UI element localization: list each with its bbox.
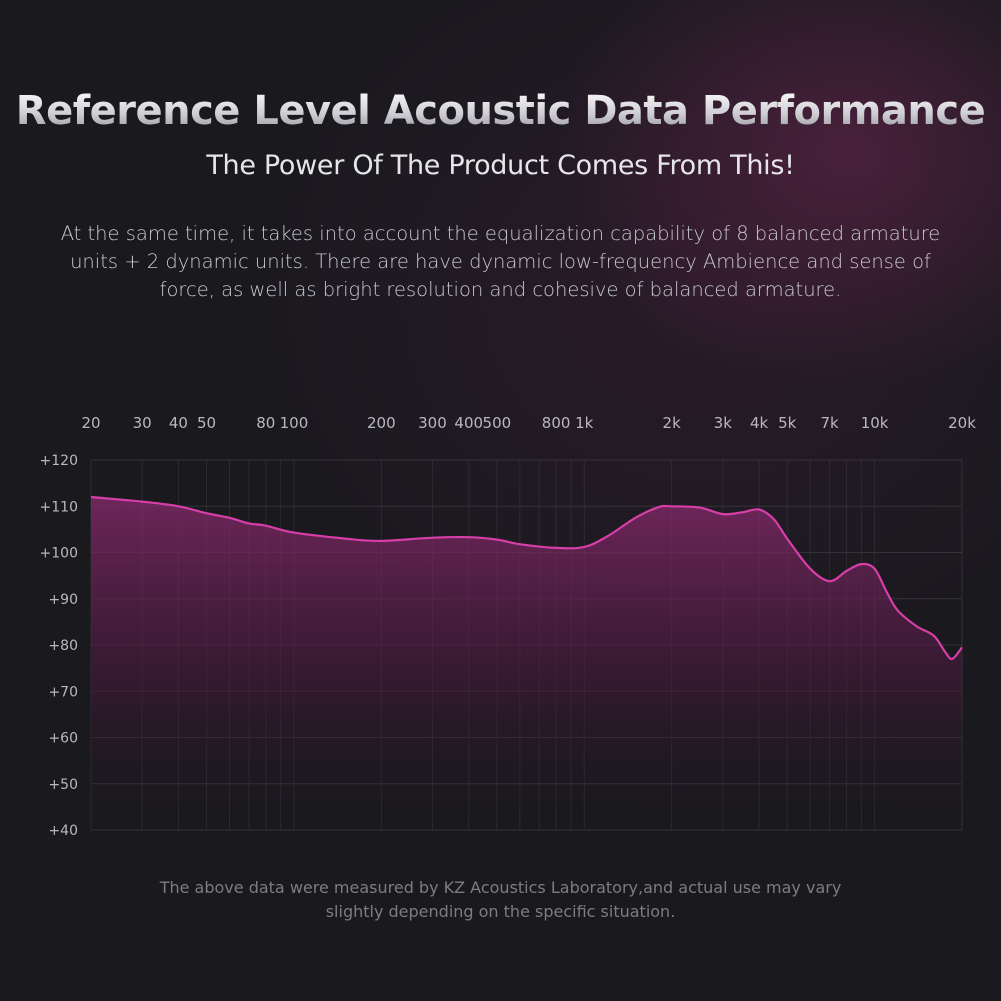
page-subtitle: The Power Of The Product Comes From This… — [206, 150, 795, 181]
y-tick-label: +60 — [48, 731, 78, 747]
x-tick-label: 80 — [256, 414, 275, 432]
description-text: At the same time, it takes into account … — [60, 222, 941, 301]
x-tick-label: 2k — [663, 414, 682, 432]
x-tick-label: 40 — [169, 414, 188, 432]
x-tick-label: 800 — [542, 414, 571, 432]
y-tick-label: +100 — [40, 546, 78, 562]
response-area-fill — [91, 497, 962, 830]
x-tick-label: 500 — [483, 414, 512, 432]
y-tick-label: +90 — [48, 592, 78, 608]
x-tick-label: 200 — [367, 414, 396, 432]
x-tick-label: 50 — [197, 414, 216, 432]
x-tick-label: 20k — [948, 414, 976, 432]
x-tick-label: 400 — [454, 414, 483, 432]
response-curve-line — [90, 495, 963, 661]
x-tick-label: 300 — [418, 414, 447, 432]
x-tick-label: 1k — [575, 414, 594, 432]
x-tick-label: 7k — [821, 414, 840, 432]
x-tick-label: 30 — [133, 414, 152, 432]
x-tick-label: 100 — [280, 414, 309, 432]
y-tick-label: +120 — [40, 453, 78, 469]
y-tick-label: +70 — [48, 684, 78, 700]
measurement-footnote: The above data were measured by KZ Acous… — [159, 878, 842, 921]
x-tick-label: 3k — [714, 414, 733, 432]
axis-tick-labels: +120 +110 +100 +90 +80 +70 +60 +50 +40 20 30 40 50 80… — [40, 414, 977, 839]
y-tick-label: +50 — [48, 777, 78, 793]
series-layer — [90, 495, 963, 830]
page-title: Reference Level Acoustic Data Performanc… — [0, 88, 1001, 134]
y-tick-label: +110 — [40, 499, 78, 515]
y-tick-label: +40 — [48, 823, 78, 839]
x-tick-label: 5k — [778, 414, 797, 432]
x-tick-label: 20 — [81, 414, 100, 432]
x-tick-label: 4k — [750, 414, 769, 432]
frequency-response-chart: +120 +110 +100 +90 +80 +70 +60 +50 +40 20 30 40 50 80… — [40, 414, 977, 839]
x-tick-label: 10k — [861, 414, 889, 432]
y-tick-label: +80 — [48, 638, 78, 654]
